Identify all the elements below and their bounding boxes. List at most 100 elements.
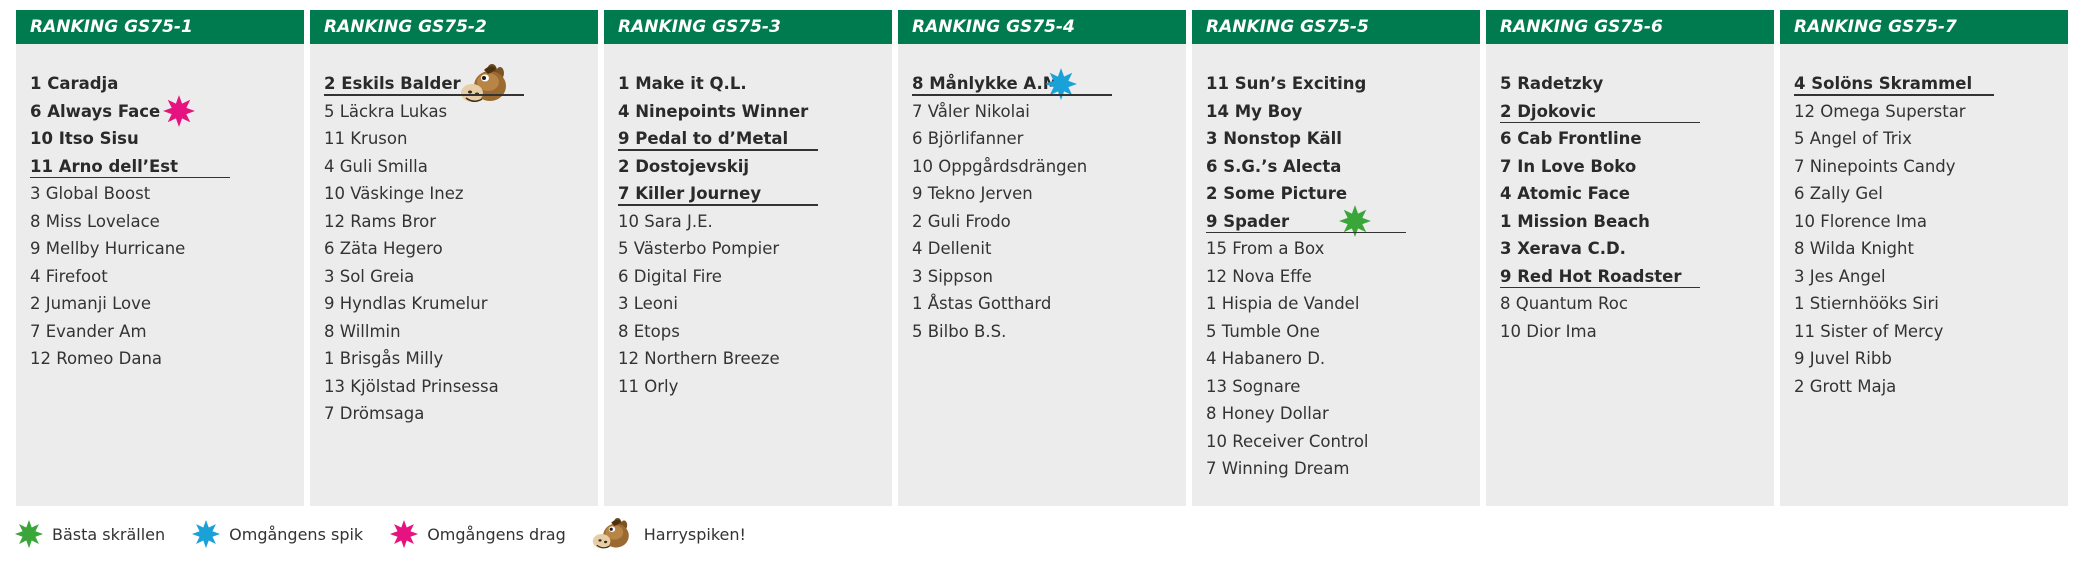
- horse-list: 11 Sun’s Exciting 14 My Boy 3 Nonstop Käll…: [1206, 70, 1470, 483]
- horse-entry: 1 Make it Q.L.: [618, 70, 882, 98]
- horse-name: 7 In Love Boko: [1500, 156, 1637, 176]
- horse-entry: 10 Itso Sisu: [30, 125, 294, 153]
- horse-entry: 3 Sol Greia: [324, 263, 588, 291]
- horse-name: 12 Romeo Dana: [30, 349, 163, 368]
- legend-item-harryspiken: Harryspiken!: [592, 516, 746, 552]
- horse-entry: 10 Florence Ima: [1794, 208, 2058, 236]
- horse-entry: 5 Bilbo B.S.: [912, 318, 1176, 346]
- legend: Bästa skrällen Omgångens spik Omgångens …: [14, 518, 772, 550]
- legend-label: Harryspiken!: [643, 524, 746, 544]
- horse-name: 12 Rams Bror: [324, 211, 436, 231]
- ranking-column-6: RANKING GS75-6 5 Radetzky 2 Djokovic 6 Cab…: [1486, 10, 1774, 506]
- horse-name: 11 Sun’s Exciting: [1206, 74, 1367, 93]
- horse-entry: 5 Läckra Lukas: [324, 98, 588, 126]
- horse-name: 2 Jumanji Love: [30, 294, 152, 313]
- horse-entry: 7 Våler Nikolai: [912, 98, 1176, 126]
- horse-name: 5 Läckra Lukas: [324, 101, 448, 121]
- horse-name: 9 Spader: [1206, 211, 1290, 231]
- horse-entry: 1 Åstas Gotthard: [912, 290, 1176, 318]
- horse-name: 8 Miss Lovelace: [30, 211, 160, 231]
- horse-entry: 9 Red Hot Roadster: [1500, 263, 1764, 291]
- horse-name: 7 Evander Am: [30, 321, 147, 341]
- column-title: RANKING GS75-2: [310, 10, 598, 44]
- horse-entry: 10 Väskinge Inez: [324, 180, 588, 208]
- horse-entry: 8 Etops: [618, 318, 882, 346]
- ranking-column-4: RANKING GS75-4 8 Månlykke A.M. 7 Våler Ni…: [898, 10, 1186, 506]
- horse-entry: 2 Eskils Balder: [324, 70, 588, 98]
- horse-entry: 6 S.G.’s Alecta: [1206, 153, 1470, 181]
- horse-name: 5 Tumble One: [1206, 321, 1320, 341]
- ranking-column-5: RANKING GS75-5 11 Sun’s Exciting 14 My Bo…: [1192, 10, 1480, 506]
- horse-name: 2 Eskils Balder: [324, 74, 461, 93]
- horse-name: 9 Juvel Ribb: [1794, 349, 1892, 368]
- horse-entry: 3 Leoni: [618, 290, 882, 318]
- horse-entry: 6 Digital Fire: [618, 263, 882, 291]
- horse-name: 8 Willmin: [324, 321, 401, 341]
- horse-entry: 12 Romeo Dana: [30, 345, 294, 373]
- column-title: RANKING GS75-1: [16, 10, 304, 44]
- horse-entry: 7 Evander Am: [30, 318, 294, 346]
- horse-name: 5 Radetzky: [1500, 74, 1604, 93]
- horse-name: 1 Brisgås Milly: [324, 349, 444, 368]
- horse-name: 6 Björlifanner: [912, 129, 1024, 148]
- horse-name: 9 Mellby Hurricane: [30, 239, 186, 258]
- horse-entry: 14 My Boy: [1206, 98, 1470, 126]
- horse-entry: 7 Winning Dream: [1206, 455, 1470, 483]
- horse-name: 5 Bilbo B.S.: [912, 321, 1007, 341]
- horse-name: 1 Make it Q.L.: [618, 74, 747, 93]
- legend-label: Omgångens drag: [427, 524, 566, 544]
- legend-item-omgangens-spik: Omgångens spik: [191, 519, 363, 549]
- horse-name: 8 Månlykke A.M.: [912, 74, 1066, 93]
- column-title: RANKING GS75-6: [1486, 10, 1774, 44]
- horse-name: 12 Northern Breeze: [618, 349, 780, 368]
- horse-name: 3 Global Boost: [30, 184, 151, 203]
- horse-entry: 8 Månlykke A.M.: [912, 70, 1176, 98]
- horse-name: 10 Florence Ima: [1794, 211, 1927, 231]
- blue-star-icon: [1044, 67, 1078, 101]
- horse-entry: 4 Dellenit: [912, 235, 1176, 263]
- horse-name: 3 Sol Greia: [324, 266, 415, 286]
- horse-entry: 3 Sippson: [912, 263, 1176, 291]
- horse-name: 8 Wilda Knight: [1794, 239, 1914, 258]
- horse-name: 5 Västerbo Pompier: [618, 239, 780, 258]
- horse-name: 5 Angel of Trix: [1794, 129, 1912, 148]
- horse-name: 9 Hyndlas Krumelur: [324, 294, 488, 313]
- horse-name: 11 Sister of Mercy: [1794, 321, 1944, 341]
- horse-entry: 1 Hispia de Vandel: [1206, 290, 1470, 318]
- horse-entry: 3 Xerava C.D.: [1500, 235, 1764, 263]
- horse-name: 2 Dostojevskij: [618, 156, 750, 176]
- horse-entry: 6 Always Face: [30, 98, 294, 126]
- horse-entry: 5 Västerbo Pompier: [618, 235, 882, 263]
- horse-name: 6 Always Face: [30, 101, 161, 121]
- column-title: RANKING GS75-3: [604, 10, 892, 44]
- horse-entry: 8 Miss Lovelace: [30, 208, 294, 236]
- horse-name: 12 Omega Superstar: [1794, 101, 1966, 121]
- horse-entry: 10 Sara J.E.: [618, 208, 882, 236]
- horse-entry: 1 Brisgås Milly: [324, 345, 588, 373]
- pink-star-icon: [162, 94, 196, 128]
- green-star-icon: [1338, 204, 1372, 238]
- horse-entry: 6 Cab Frontline: [1500, 125, 1764, 153]
- horse-name: 7 Winning Dream: [1206, 459, 1350, 478]
- pink-star-icon: [389, 519, 419, 549]
- legend-item-omgangens-drag: Omgångens drag: [389, 519, 566, 549]
- horse-entry: 4 Atomic Face: [1500, 180, 1764, 208]
- horse-entry: 4 Habanero D.: [1206, 345, 1470, 373]
- horse-entry: 2 Jumanji Love: [30, 290, 294, 318]
- horse-name: 8 Etops: [618, 321, 680, 341]
- ranking-column-1: RANKING GS75-1 1 Caradja 6 Always Face 10 …: [16, 10, 304, 506]
- horse-entry: 13 Kjölstad Prinsessa: [324, 373, 588, 401]
- horse-name: 4 Ninepoints Winner: [618, 101, 809, 121]
- horse-entry: 11 Kruson: [324, 125, 588, 153]
- horse-name: 1 Åstas Gotthard: [912, 294, 1052, 313]
- horse-name: 3 Sippson: [912, 266, 993, 286]
- legend-label: Bästa skrällen: [52, 524, 166, 544]
- horse-list: 1 Make it Q.L. 4 Ninepoints Winner 9 Pedal…: [618, 70, 882, 400]
- horse-name: 6 Digital Fire: [618, 266, 722, 286]
- horse-name: 2 Djokovic: [1500, 101, 1596, 121]
- horse-entry: 4 Ninepoints Winner: [618, 98, 882, 126]
- horse-entry: 5 Tumble One: [1206, 318, 1470, 346]
- horse-entry: 4 Firefoot: [30, 263, 294, 291]
- horse-entry: 3 Global Boost: [30, 180, 294, 208]
- ranking-column-2: RANKING GS75-2 2 Eskils Balder 5 Läckra L…: [310, 10, 598, 506]
